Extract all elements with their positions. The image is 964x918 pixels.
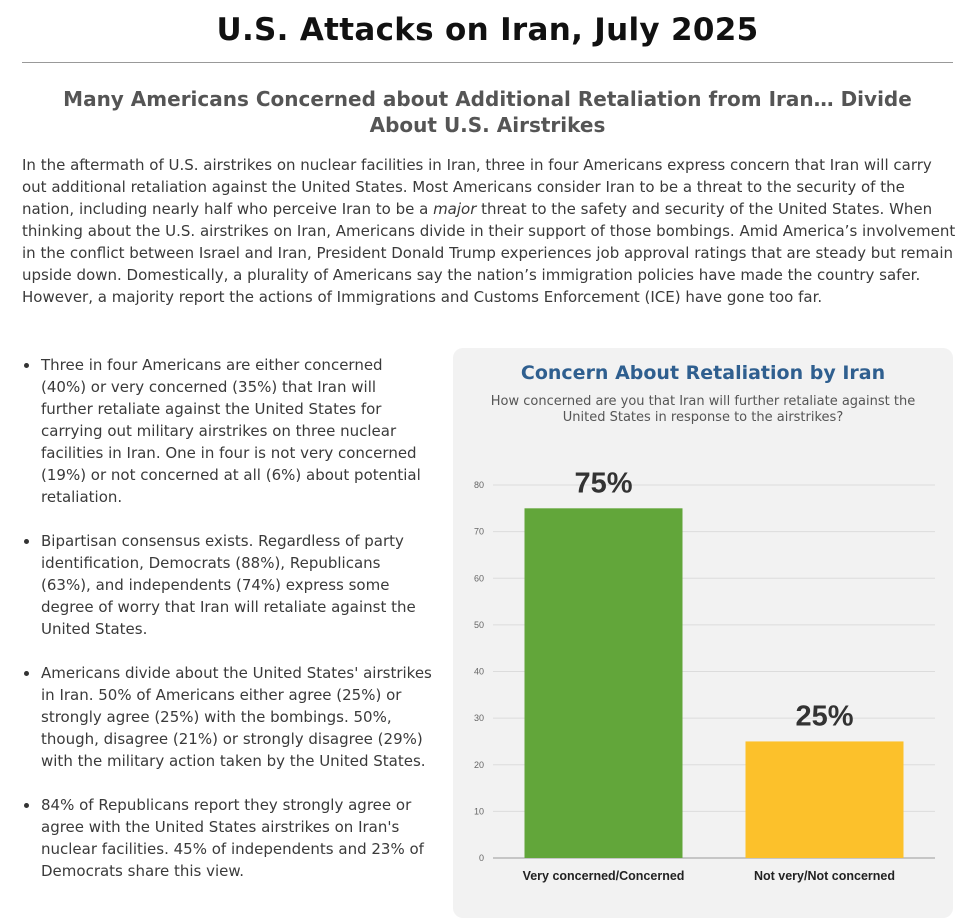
bar [524, 508, 683, 858]
y-tick-label: 0 [479, 853, 484, 863]
bar [745, 741, 904, 858]
y-tick-label: 80 [474, 480, 484, 490]
data-label: 25% [795, 700, 853, 732]
finding-text: Bipartisan consensus exists. Regardless … [41, 532, 416, 638]
finding-text: Three in four Americans are either conce… [41, 356, 421, 506]
y-tick-label: 40 [474, 667, 484, 677]
x-tick-label: Very concerned/Concerned [523, 869, 685, 883]
y-tick-label: 30 [474, 713, 484, 723]
finding-item: Bipartisan consensus exists. Regardless … [22, 530, 432, 640]
bullet-icon [24, 539, 29, 544]
chart-subtitle: How concerned are you that Iran will fur… [490, 394, 916, 425]
y-tick-label: 50 [474, 620, 484, 630]
chart-panel: Concern About Retaliation by Iran How co… [453, 348, 953, 918]
page-subtitle: Many Americans Concerned about Additiona… [63, 87, 912, 137]
finding-item: 84% of Republicans report they strongly … [22, 794, 432, 882]
y-tick-label: 60 [474, 573, 484, 583]
intro-text-part2: threat to the safety and security of the… [22, 200, 956, 306]
intro-text-part1: In the aftermath of U.S. airstrikes on n… [22, 156, 932, 218]
title-divider [22, 62, 953, 63]
findings-list: Three in four Americans are either conce… [22, 354, 432, 904]
finding-text: Americans divide about the United States… [41, 664, 432, 770]
chart-title: Concern About Retaliation by Iran [520, 362, 886, 384]
bullet-icon [24, 803, 29, 808]
intro-paragraph: In the aftermath of U.S. airstrikes on n… [22, 154, 957, 308]
y-tick-label: 20 [474, 760, 484, 770]
bar-chart: 0 10 20 30 40 50 60 70 80 75% Very concerned/Conce… [474, 467, 935, 883]
finding-item: Three in four Americans are either conce… [22, 354, 432, 508]
x-tick-label: Not very/Not concerned [754, 869, 895, 883]
data-label: 75% [574, 467, 632, 499]
bullet-icon [24, 671, 29, 676]
y-tick-label: 70 [474, 527, 484, 537]
finding-item: Americans divide about the United States… [22, 662, 432, 772]
y-tick-label: 10 [474, 806, 484, 816]
bullet-icon [24, 363, 29, 368]
finding-text: 84% of Republicans report they strongly … [41, 796, 424, 880]
page-title: U.S. Attacks on Iran, July 2025 [216, 12, 759, 48]
intro-emphasis: major [433, 200, 477, 218]
